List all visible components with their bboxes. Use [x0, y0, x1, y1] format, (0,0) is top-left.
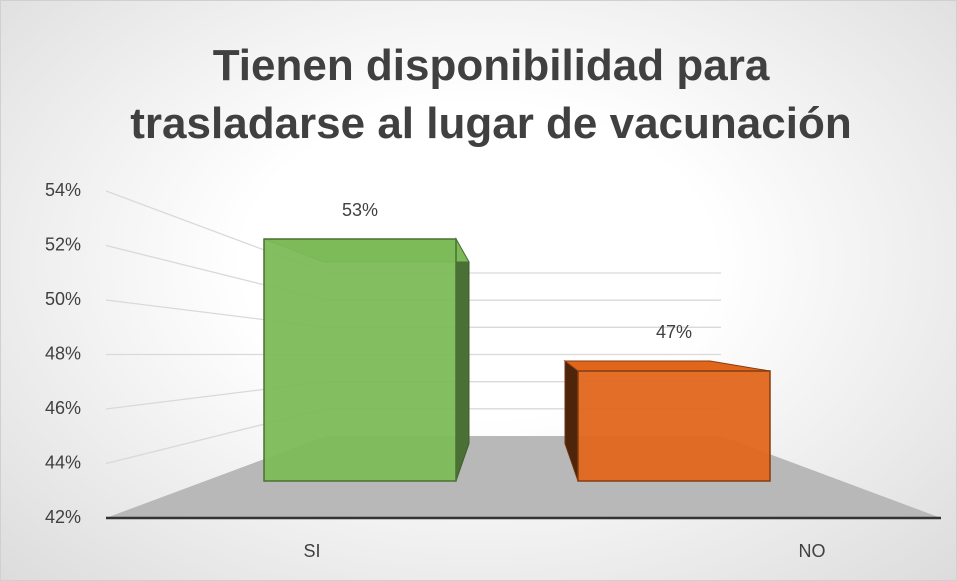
- y-tick-label: 54%: [45, 180, 81, 200]
- y-tick-label: 42%: [45, 507, 81, 527]
- chart-title: Tienen disponibilidad para trasladarse a…: [130, 41, 852, 148]
- value-label: 47%: [656, 322, 692, 342]
- y-tick-label: 52%: [45, 234, 81, 254]
- y-tick-label: 44%: [45, 452, 81, 472]
- bar: [577, 370, 771, 482]
- y-tick-label: 48%: [45, 343, 81, 363]
- bar-side: [455, 237, 470, 482]
- value-label: 53%: [342, 200, 378, 220]
- x-tick-label: NO: [799, 541, 826, 561]
- bar: [263, 238, 457, 482]
- bar-top: [563, 360, 771, 372]
- floor: [106, 436, 941, 518]
- x-tick-label: SI: [303, 541, 320, 561]
- y-tick-label: 46%: [45, 398, 81, 418]
- y-tick-label: 50%: [45, 289, 81, 309]
